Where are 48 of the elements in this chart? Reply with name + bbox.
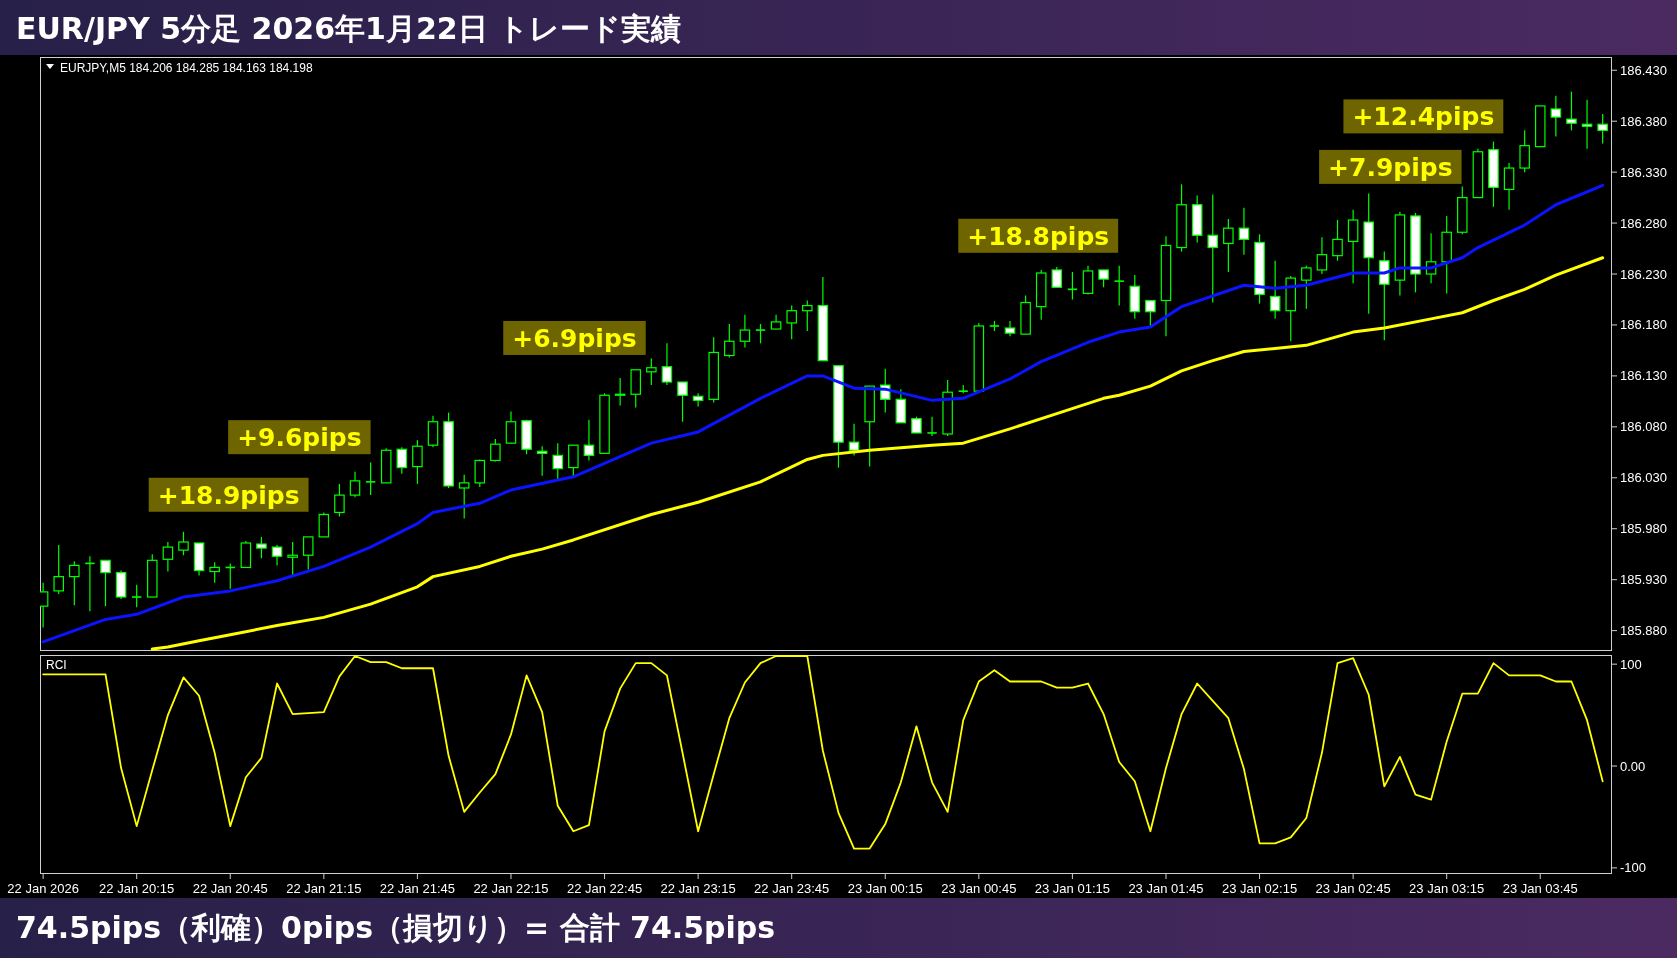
x-tick-label: 23 Jan 03:15	[1409, 881, 1485, 896]
annotation: +12.4pips	[1352, 102, 1495, 132]
x-tick-label: 23 Jan 02:15	[1221, 881, 1298, 896]
y-tick-label: 186.280	[1620, 215, 1667, 231]
annotation: +6.9pips	[512, 323, 637, 353]
chart-title: RCI	[46, 658, 67, 672]
annotation: +7.9pips	[1328, 152, 1453, 182]
annotation: +9.6pips	[237, 423, 362, 453]
y-tick-label: 100	[1620, 656, 1642, 672]
text: 74.5pips（利確）0pips（損切り）= 合計 74.5pips	[16, 910, 776, 945]
annotation: +18.8pips	[958, 218, 1119, 253]
y-tick-label: 186.230	[1620, 266, 1667, 282]
x-tick-label: 23 Jan 03:45	[1502, 881, 1578, 896]
x-tick-label: 22 Jan 2026	[7, 881, 79, 896]
x-tick-label: 22 Jan 22:45	[566, 881, 643, 896]
x-tick-label: 22 Jan 20:45	[192, 881, 268, 896]
y-tick-label: 185.980	[1620, 521, 1667, 537]
x-tick-label: 22 Jan 21:15	[286, 881, 362, 896]
x-tick-label: 22 Jan 23:45	[754, 881, 830, 896]
y-tick-label: 0.00	[1620, 758, 1646, 774]
chart-title: EUR/JPY 5分足 2026年1月22日 トレード実績	[16, 11, 682, 46]
x-tick-label: 23 Jan 02:45	[1315, 881, 1391, 896]
x-tick-label: 22 Jan 23:15	[660, 881, 736, 896]
y-tick-label: 185.930	[1620, 572, 1667, 588]
y-tick-label: 186.180	[1620, 317, 1667, 333]
x-tick-label: 22 Jan 20:15	[99, 881, 175, 896]
annotation: +7.9pips	[1319, 149, 1462, 184]
annotation: +9.6pips	[228, 420, 371, 455]
annotation: +6.9pips	[503, 320, 646, 355]
x-tick-label: 23 Jan 01:45	[1128, 881, 1204, 896]
chart-subtitle: EURJPY,M5 184.206 184.285 184.163 184.198	[60, 61, 313, 75]
x-tick-label: 22 Jan 21:45	[379, 881, 455, 896]
y-tick-label: 186.030	[1620, 470, 1667, 486]
y-tick-label: 186.130	[1620, 368, 1667, 384]
x-tick-label: 23 Jan 00:15	[847, 881, 923, 896]
y-tick-label: 185.880	[1620, 623, 1667, 639]
annotation: +18.9pips	[157, 480, 300, 510]
y-tick-label: 186.380	[1620, 113, 1667, 129]
y-tick-label: 186.330	[1620, 164, 1667, 180]
y-tick-label: 186.080	[1620, 419, 1667, 435]
y-tick-label: 186.430	[1620, 62, 1667, 78]
x-tick-label: 23 Jan 01:15	[1034, 881, 1110, 896]
annotation: +12.4pips	[1343, 99, 1504, 134]
x-tick-label: 22 Jan 22:15	[473, 881, 549, 896]
x-tick-label: 23 Jan 00:45	[941, 881, 1017, 896]
annotation: +18.8pips	[967, 221, 1110, 251]
annotation: +18.9pips	[148, 477, 309, 512]
y-tick-label: -100	[1620, 860, 1647, 876]
